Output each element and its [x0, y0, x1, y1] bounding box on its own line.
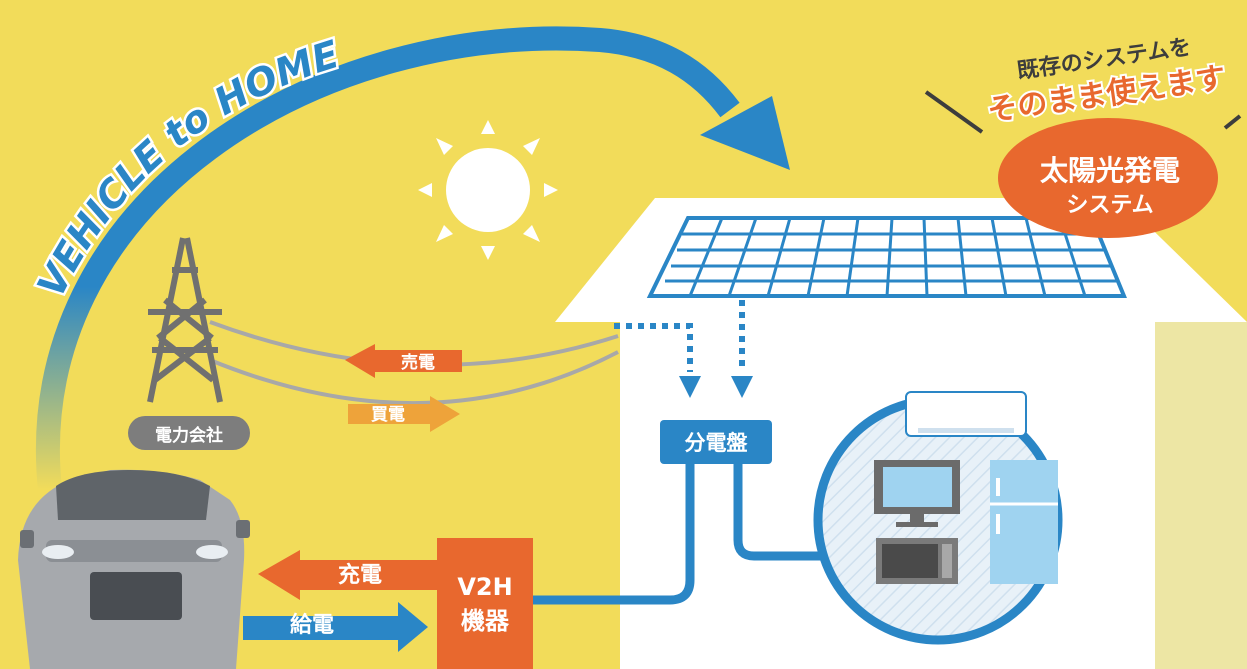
car-illustration — [18, 470, 250, 669]
charge-label: 充電 — [338, 562, 382, 588]
supply-label: 給電 — [290, 612, 334, 638]
power-tower-icon — [148, 238, 222, 402]
sell-label: 売電 — [401, 352, 435, 373]
microwave-icon — [876, 538, 958, 584]
v2h-line1: V2H — [457, 570, 512, 604]
v2h-line2: 機器 — [461, 604, 509, 638]
badge-title: 太陽光発電 — [1040, 154, 1180, 187]
appliances-circle — [818, 392, 1058, 640]
supply-arrow — [243, 602, 428, 652]
power-company-label: 電力会社 — [128, 416, 250, 450]
badge-subtitle: システム — [1066, 193, 1153, 218]
distribution-board-label: 分電盤 — [660, 420, 772, 464]
refrigerator-icon — [990, 460, 1058, 584]
buy-label: 買電 — [371, 405, 405, 425]
v2h-device: V2H 機器 — [437, 538, 533, 669]
sun-icon — [418, 120, 558, 260]
